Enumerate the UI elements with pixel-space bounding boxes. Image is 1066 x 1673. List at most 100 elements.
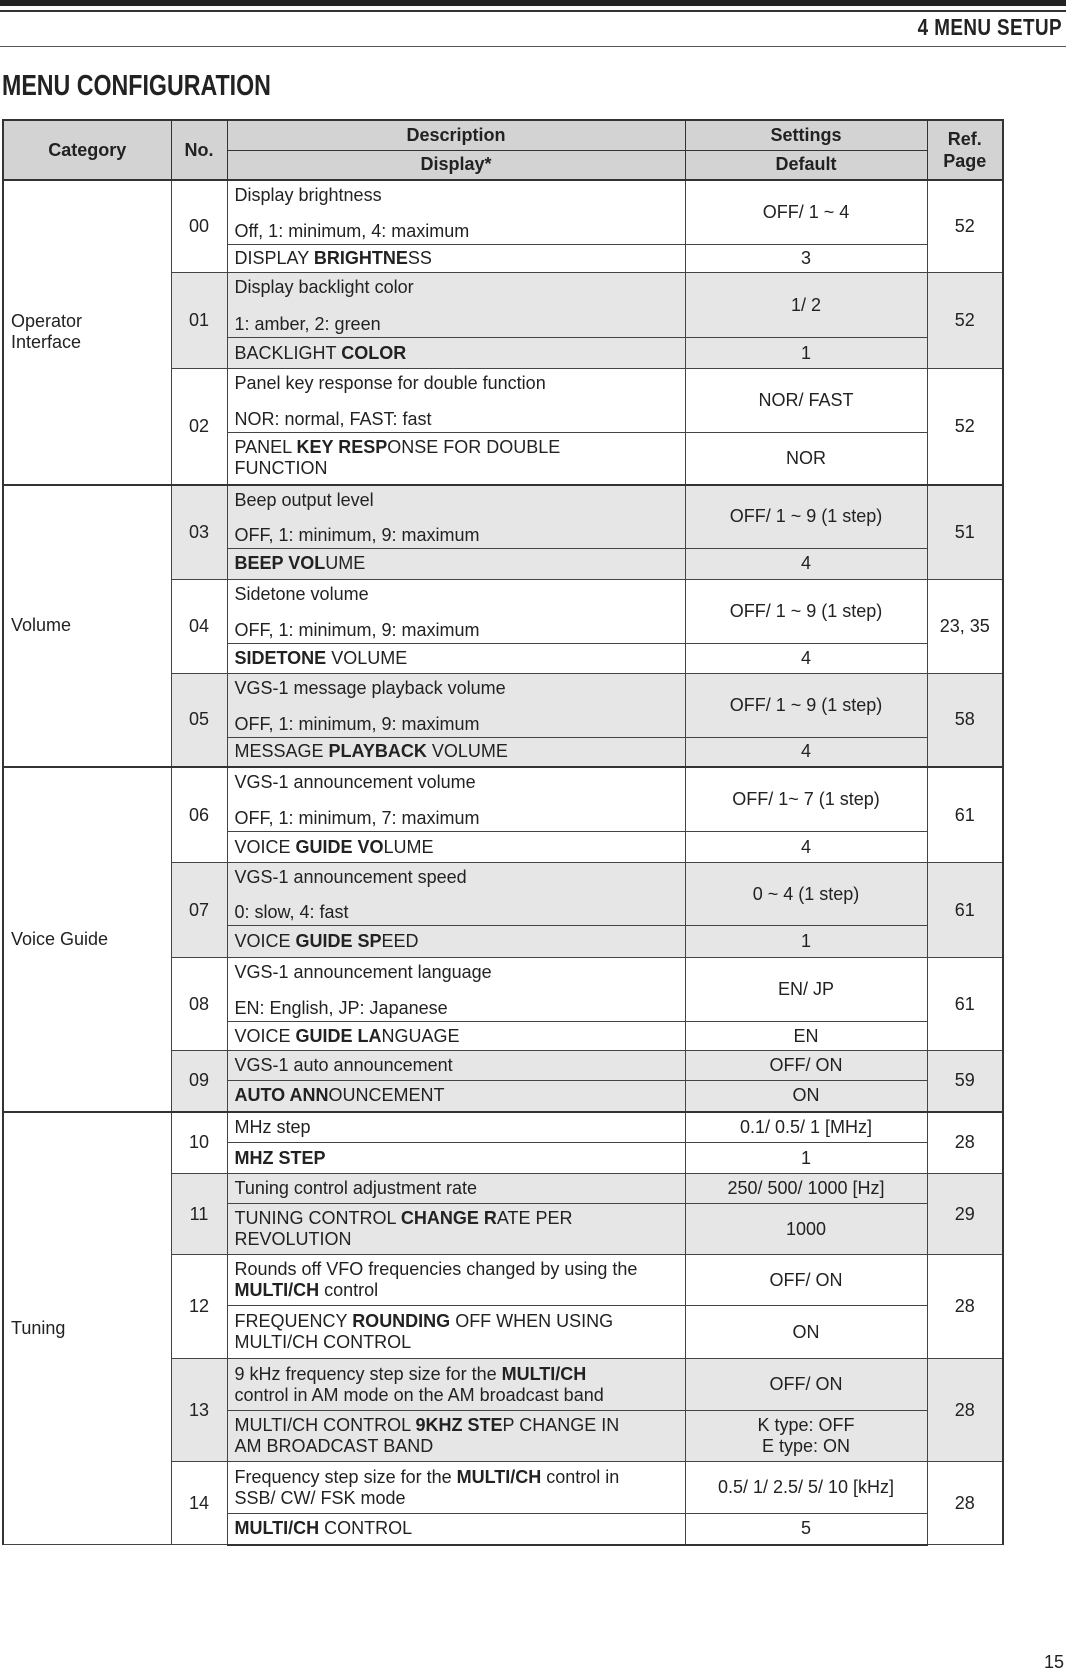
item-number: 08 bbox=[170, 957, 228, 1051]
default-cell: 1 bbox=[684, 1142, 928, 1174]
text-lines: VGS-1 announcement language EN: English, … bbox=[235, 958, 678, 1021]
text-line: MULTI/CH CONTROL bbox=[235, 1518, 678, 1539]
table-row: MULTI/CH CONTROL 9KHZ STEP CHANGE IN AM B… bbox=[3, 1410, 1003, 1462]
table-row: 01 Display backlight color 1: amber, 2: gr… bbox=[3, 272, 1004, 369]
table-row: BACKLIGHT COLOR 1 bbox=[3, 337, 1003, 369]
table-row: MESSAGE PLAYBACK VOLUME 4 bbox=[3, 736, 1003, 768]
text-segment: CONTROL bbox=[319, 1518, 413, 1539]
text-segment: 9 kHz frequency step size for the bbox=[234, 1363, 502, 1384]
text-lines: MHZ STEP bbox=[235, 1148, 678, 1169]
text-lines: Display brightness Off, 1: minimum, 4: ma… bbox=[235, 181, 678, 244]
text-line: SSB/ CW/ FSK mode bbox=[235, 1488, 678, 1509]
header-no: No. bbox=[170, 119, 228, 181]
text-segment: DISPLAY bbox=[234, 248, 314, 268]
text-segment: VGS-1 announcement volume bbox=[234, 772, 476, 792]
text-segment: REVOLUTION bbox=[234, 1229, 352, 1249]
settings-cell: OFF/ 1 ~ 9 (1 step) bbox=[684, 578, 928, 644]
category-cell: Tuning bbox=[2, 1110, 172, 1545]
text-lines: SIDETONE VOLUME bbox=[235, 648, 678, 669]
text-line: Display brightness bbox=[235, 185, 678, 206]
text-segment: SS bbox=[407, 248, 432, 268]
text-line: EN: English, JP: Japanese bbox=[235, 998, 678, 1019]
item-number: 06 bbox=[170, 766, 228, 863]
text-line: 1 bbox=[800, 342, 811, 363]
bold-segment: AUTO ANN bbox=[234, 1085, 329, 1106]
text-lines: Tuning control adjustment rate bbox=[235, 1178, 678, 1199]
settings-cell: 250/ 500/ 1000 [Hz] bbox=[684, 1173, 928, 1204]
text-line: Rounds off VFO frequencies changed by us… bbox=[235, 1259, 678, 1280]
description-cell: Panel key response for double function NO… bbox=[226, 368, 686, 433]
text-line: OFF/ ON bbox=[769, 1055, 843, 1075]
bold-segment: COLOR bbox=[341, 342, 407, 363]
text-line: SIDETONE VOLUME bbox=[235, 648, 678, 669]
table-row: FREQUENCY ROUNDING OFF WHEN USING MULTI/C… bbox=[3, 1305, 1003, 1359]
bold-segment: MULTI/CH bbox=[456, 1466, 542, 1487]
description-cell: Display brightness Off, 1: minimum, 4: ma… bbox=[226, 179, 686, 245]
text-lines: VOICE GUIDE SPEED bbox=[235, 931, 678, 952]
text-segment: OFF, 1: minimum, 9: maximum bbox=[234, 524, 480, 545]
default-cell: NOR bbox=[684, 432, 928, 485]
text-line: E type: ON bbox=[761, 1436, 851, 1456]
menu-configuration-table: Category No. Description Settings Ref. Pa… bbox=[2, 119, 1004, 1546]
text-line: Voice Guide bbox=[11, 928, 109, 949]
text-line: Beep output level bbox=[235, 490, 678, 511]
table-row: 11 Tuning control adjustment rate 250/ 500… bbox=[3, 1173, 1004, 1255]
ref-page-cell: 52 bbox=[926, 272, 1004, 369]
description-cell: Display backlight color 1: amber, 2: gree… bbox=[226, 272, 686, 338]
header-divider bbox=[0, 46, 1066, 47]
default-cell: 4 bbox=[684, 642, 928, 674]
text-line: VGS-1 auto announcement bbox=[235, 1055, 678, 1076]
default-cell: ON bbox=[684, 1305, 928, 1359]
table-row: 12 Rounds off VFO frequencies changed by … bbox=[3, 1254, 1004, 1359]
default-cell: 1 bbox=[684, 925, 928, 958]
default-cell: 5 bbox=[684, 1513, 928, 1546]
display-cell: MULTI/CH CONTROL 9KHZ STEP CHANGE IN AM B… bbox=[226, 1410, 686, 1462]
text-line: 9 kHz frequency step size for the MULTI/… bbox=[235, 1364, 678, 1385]
text-line: AUTO ANNOUNCEMENT bbox=[235, 1085, 678, 1106]
text-segment: NOR: normal, FAST: fast bbox=[234, 409, 432, 429]
ref-page-cell: 28 bbox=[926, 1358, 1004, 1462]
text-line: VGS-1 announcement language bbox=[235, 962, 678, 983]
page-number: 15 bbox=[1043, 1652, 1064, 1672]
display-cell: BACKLIGHT COLOR bbox=[226, 337, 686, 369]
settings-cell: 0 ~ 4 (1 step) bbox=[684, 862, 928, 926]
default-cell: 1000 bbox=[684, 1203, 928, 1255]
display-cell: BEEP VOLUME bbox=[226, 547, 686, 580]
text-line: AM BROADCAST BAND bbox=[235, 1436, 678, 1457]
text-segment: VGS-1 announcement speed bbox=[234, 867, 467, 887]
text-lines: Beep output level OFF, 1: minimum, 9: max… bbox=[235, 486, 678, 548]
text-segment: TUNING CONTROL bbox=[234, 1208, 401, 1228]
text-segment: 1: amber, 2: green bbox=[234, 314, 381, 334]
text-lines: Display backlight color 1: amber, 2: gree… bbox=[235, 273, 678, 337]
text-segment: Tuning control adjustment rate bbox=[234, 1178, 477, 1198]
text-line: 4 bbox=[800, 553, 811, 573]
settings-cell: 0.5/ 1/ 2.5/ 5/ 10 [kHz] bbox=[684, 1461, 928, 1514]
table-row: BEEP VOLUME 4 bbox=[3, 547, 1003, 580]
text-lines: MHz step bbox=[235, 1117, 678, 1138]
display-cell: DISPLAY BRIGHTNESS bbox=[226, 244, 686, 273]
default-cell: 1 bbox=[684, 337, 928, 369]
text-lines: 9 kHz frequency step size for the MULTI/… bbox=[235, 1364, 678, 1406]
table-row: 05 VGS-1 message playback volume OFF, 1: m… bbox=[3, 672, 1004, 768]
text-line: 1000 bbox=[785, 1218, 827, 1239]
text-segment: ONSE FOR DOUBLE bbox=[387, 437, 561, 458]
category-cell: Operator Interface bbox=[2, 179, 172, 485]
settings-cell: OFF/ 1 ~ 9 (1 step) bbox=[684, 672, 928, 738]
text-line: 3 bbox=[800, 248, 811, 268]
text-segment: Display brightness bbox=[234, 185, 382, 205]
text-lines: BEEP VOLUME bbox=[235, 553, 678, 574]
description-cell: Tuning control adjustment rate bbox=[226, 1173, 686, 1204]
text-line: Display backlight color bbox=[235, 277, 678, 298]
display-cell: FREQUENCY ROUNDING OFF WHEN USING MULTI/C… bbox=[226, 1305, 686, 1359]
text-line: OFF/ 1 ~ 4 bbox=[762, 202, 850, 222]
bold-segment: GUIDE LA bbox=[295, 1025, 382, 1046]
text-line: OFF, 1: minimum, 9: maximum bbox=[235, 714, 678, 735]
text-segment: Display backlight color bbox=[234, 277, 414, 297]
text-line: OFF/ 1~ 7 (1 step) bbox=[732, 789, 880, 809]
text-segment: PANEL bbox=[234, 437, 297, 458]
header-category: Category bbox=[2, 119, 172, 181]
text-line: TUNING CONTROL CHANGE RATE PER bbox=[235, 1208, 678, 1229]
ref-page-cell: 29 bbox=[926, 1173, 1004, 1255]
text-segment: 0: slow, 4: fast bbox=[234, 902, 349, 922]
text-segment: VOLUME bbox=[426, 741, 508, 762]
